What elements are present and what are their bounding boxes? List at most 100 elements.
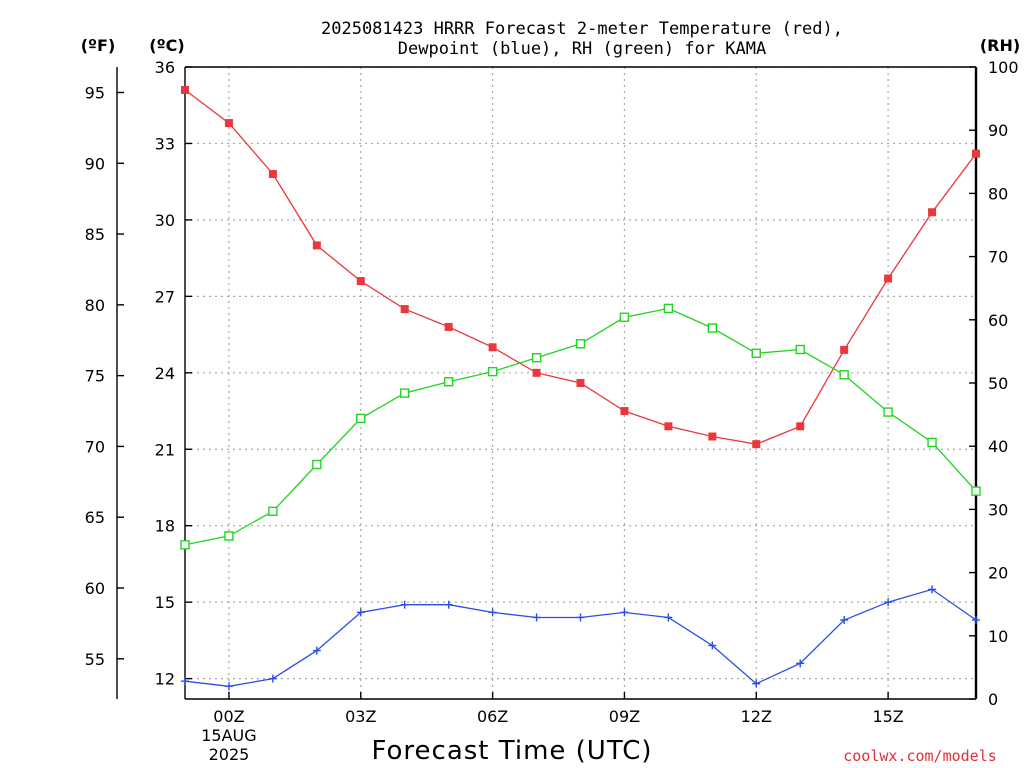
dewpoint-point <box>488 608 497 617</box>
dewpoint-point <box>796 659 805 668</box>
chart-title-line-1: 2025081423 HRRR Forecast 2-meter Tempera… <box>321 19 843 39</box>
dewpoint-point <box>664 613 673 622</box>
temperature-point <box>400 305 409 314</box>
rh-point <box>443 377 454 387</box>
rh-point <box>707 323 718 333</box>
fahrenheit-tick-label: 85 <box>85 225 105 244</box>
x-tick-label: 15Z <box>872 707 903 726</box>
temperature-point <box>664 422 673 431</box>
dewpoint-line <box>184 588 977 687</box>
temperature-point <box>840 345 849 354</box>
temperature-point <box>312 241 321 250</box>
rh-tick-label: 30 <box>988 500 1008 519</box>
celsius-tick-label: 30 <box>155 211 175 230</box>
temperature-point <box>356 277 365 286</box>
rh-series <box>180 303 981 550</box>
rh-tick-label: 20 <box>988 564 1008 583</box>
rh-point <box>751 348 761 358</box>
x-tick-label: 06Z <box>477 707 508 726</box>
data-series <box>180 85 981 691</box>
rh-unit-label: (RH) <box>980 36 1020 55</box>
x-axis-title: Forecast Time (UTC) <box>371 736 652 766</box>
dewpoint-point <box>576 613 585 622</box>
rh-tick-label: 80 <box>988 184 1008 203</box>
celsius-axis: 12 15 18 21 24 27 30 33 36 <box>155 58 192 689</box>
rh-tick-label: 100 <box>988 58 1019 77</box>
celsius-tick-label: 36 <box>155 58 175 77</box>
rh-point <box>839 370 849 380</box>
dewpoint-point <box>620 608 629 617</box>
dewpoint-point <box>840 616 849 624</box>
dewpoint-point <box>884 598 893 607</box>
rh-point <box>180 540 190 550</box>
temperature-point <box>181 85 189 94</box>
temperature-point <box>752 440 761 449</box>
rh-point <box>487 366 498 377</box>
celsius-tick-label: 24 <box>155 364 175 383</box>
fahrenheit-unit-label: (ºF) <box>81 36 116 55</box>
x-tick-year-label: 2025 <box>209 745 250 764</box>
celsius-tick-label: 15 <box>155 593 175 612</box>
temperature-point <box>928 208 937 217</box>
dewpoint-point <box>400 600 409 609</box>
temperature-point <box>796 422 805 431</box>
dewpoint-point <box>312 646 321 655</box>
rh-tick-label: 70 <box>988 248 1008 267</box>
rh-point <box>883 407 893 417</box>
temperature-point <box>576 379 585 387</box>
rh-point <box>531 353 542 363</box>
dewpoint-point <box>972 616 980 624</box>
x-tick-label: 03Z <box>345 707 376 726</box>
fahrenheit-tick-label: 65 <box>85 508 105 527</box>
rh-point <box>575 339 586 349</box>
rh-tick-label: 0 <box>988 690 998 709</box>
celsius-tick-label: 21 <box>155 440 175 459</box>
fahrenheit-tick-label: 70 <box>85 437 105 456</box>
rh-point <box>663 303 674 314</box>
rh-point <box>224 531 234 541</box>
dewpoint-point <box>708 641 717 650</box>
fahrenheit-tick-label: 90 <box>85 154 105 173</box>
rh-tick-label: 40 <box>988 437 1008 456</box>
fahrenheit-axis: 55 60 65 70 75 80 85 90 95 <box>85 67 124 699</box>
x-tick-date-label: 15AUG <box>201 726 256 745</box>
celsius-tick-label: 12 <box>155 670 175 689</box>
temperature-point <box>444 322 453 331</box>
chart-title: 2025081423 HRRR Forecast 2-meter Tempera… <box>321 19 843 59</box>
celsius-tick-label: 27 <box>155 287 175 306</box>
temperature-point <box>532 368 541 377</box>
rh-point <box>312 459 322 470</box>
x-tick-label: 09Z <box>609 707 640 726</box>
rh-point <box>927 437 937 448</box>
rh-tick-label: 90 <box>988 121 1008 140</box>
dewpoint-point <box>444 600 453 609</box>
chart-title-line-2: Dewpoint (blue), RH (green) for KAMA <box>398 39 766 59</box>
fahrenheit-tick-label: 60 <box>85 579 105 598</box>
fahrenheit-tick-label: 55 <box>85 650 105 669</box>
rh-tick-label: 10 <box>988 627 1008 646</box>
x-tick-label: 12Z <box>741 707 772 726</box>
dewpoint-point <box>224 682 233 691</box>
temperature-point <box>488 343 497 352</box>
dewpoint-series <box>181 585 980 691</box>
temperature-point <box>708 432 717 441</box>
rh-point <box>619 312 630 322</box>
dewpoint-point <box>181 677 189 686</box>
dewpoint-point <box>928 585 937 594</box>
celsius-unit-label: (ºC) <box>149 36 184 55</box>
rh-point <box>795 344 805 355</box>
dewpoint-point <box>532 613 541 622</box>
rh-tick-label: 50 <box>988 374 1008 393</box>
fahrenheit-tick-label: 80 <box>85 296 105 315</box>
rh-point <box>356 413 366 424</box>
rh-axis: 0 10 20 30 40 50 60 70 80 90 100 <box>969 58 1019 709</box>
temperature-point <box>884 274 893 283</box>
dewpoint-point <box>356 608 365 617</box>
rh-point <box>400 388 410 398</box>
temperature-point <box>972 149 980 158</box>
fahrenheit-tick-label: 95 <box>85 83 105 102</box>
temperature-series <box>181 85 980 449</box>
celsius-tick-label: 18 <box>155 517 175 536</box>
source-credit: coolwx.com/models <box>843 747 997 765</box>
